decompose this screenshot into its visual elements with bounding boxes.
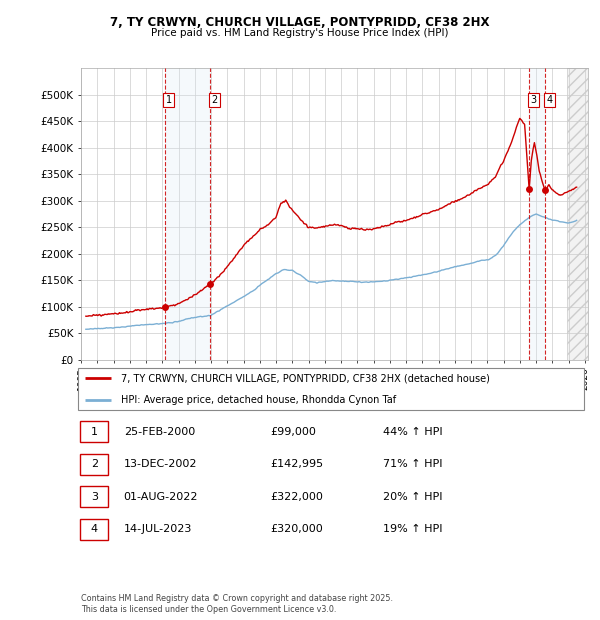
Text: 2: 2 — [211, 95, 218, 105]
Text: HPI: Average price, detached house, Rhondda Cynon Taf: HPI: Average price, detached house, Rhon… — [121, 395, 396, 405]
Text: £322,000: £322,000 — [270, 492, 323, 502]
Text: Price paid vs. HM Land Registry's House Price Index (HPI): Price paid vs. HM Land Registry's House … — [151, 28, 449, 38]
FancyBboxPatch shape — [80, 421, 109, 442]
Text: 3: 3 — [91, 492, 98, 502]
Text: Contains HM Land Registry data © Crown copyright and database right 2025.
This d: Contains HM Land Registry data © Crown c… — [81, 595, 393, 614]
Text: 71% ↑ HPI: 71% ↑ HPI — [383, 459, 442, 469]
Text: 13-DEC-2002: 13-DEC-2002 — [124, 459, 197, 469]
Text: £320,000: £320,000 — [270, 525, 323, 534]
Text: 7, TY CRWYN, CHURCH VILLAGE, PONTYPRIDD, CF38 2HX: 7, TY CRWYN, CHURCH VILLAGE, PONTYPRIDD,… — [110, 16, 490, 29]
FancyBboxPatch shape — [80, 454, 109, 475]
Bar — [529, 68, 545, 360]
Text: 1: 1 — [91, 427, 98, 436]
Text: 1: 1 — [166, 95, 172, 105]
FancyBboxPatch shape — [80, 519, 109, 540]
FancyBboxPatch shape — [80, 486, 109, 507]
Bar — [164, 68, 210, 360]
Text: 01-AUG-2022: 01-AUG-2022 — [124, 492, 198, 502]
Text: 7, TY CRWYN, CHURCH VILLAGE, PONTYPRIDD, CF38 2HX (detached house): 7, TY CRWYN, CHURCH VILLAGE, PONTYPRIDD,… — [121, 373, 490, 383]
Text: £99,000: £99,000 — [270, 427, 316, 436]
Text: 19% ↑ HPI: 19% ↑ HPI — [383, 525, 442, 534]
Text: 20% ↑ HPI: 20% ↑ HPI — [383, 492, 442, 502]
FancyBboxPatch shape — [77, 368, 584, 410]
Text: 4: 4 — [91, 525, 98, 534]
Text: 14-JUL-2023: 14-JUL-2023 — [124, 525, 192, 534]
Text: 3: 3 — [530, 95, 536, 105]
Text: 25-FEB-2000: 25-FEB-2000 — [124, 427, 195, 436]
Text: 4: 4 — [546, 95, 552, 105]
Text: 2: 2 — [91, 459, 98, 469]
Text: £142,995: £142,995 — [270, 459, 323, 469]
Text: 44% ↑ HPI: 44% ↑ HPI — [383, 427, 442, 436]
